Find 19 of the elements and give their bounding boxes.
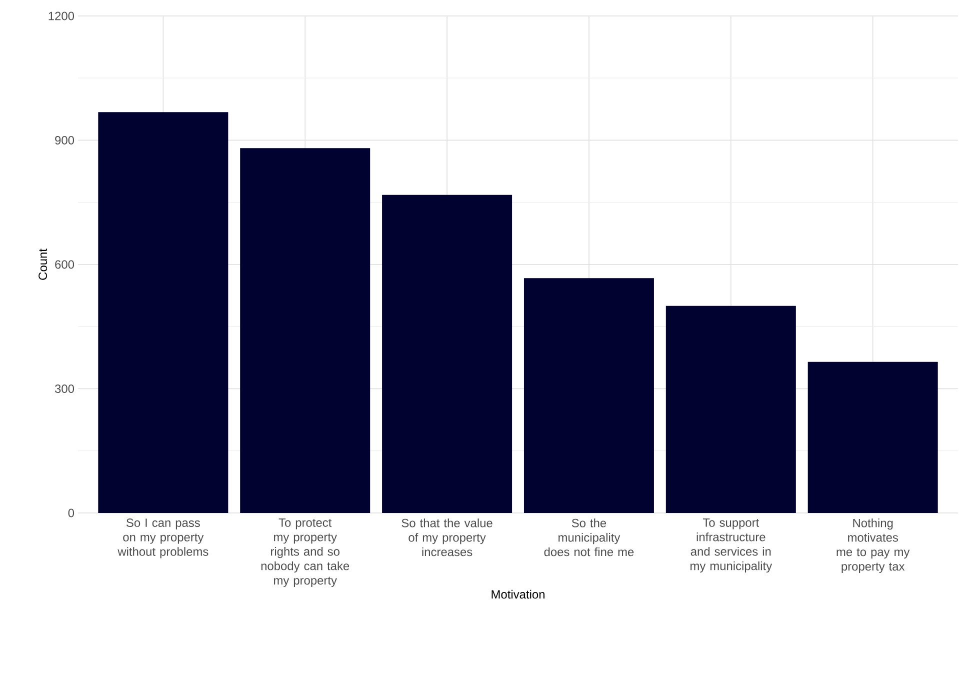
y-tick-label: 300 [54,384,74,393]
x-tick-label: So I can pass on my property without problems [118,518,208,558]
x-tick-label: To support infrastructure and services in my municipality [690,518,772,573]
bar [240,148,370,513]
y-tick-label: 1200 [48,12,74,20]
y-tick-label: 600 [55,260,74,269]
x-tick-label: To protect my property rights and so nobody can take my property [261,518,350,587]
y-axis-title: Count [38,248,48,280]
bar [666,306,796,513]
bar [98,112,228,513]
y-tick-label: 0 [68,508,74,518]
bar [382,194,512,513]
y-tick-label: 900 [55,136,74,144]
bar [808,362,938,513]
x-axis-title: Motivation [492,590,544,599]
bar [524,278,654,513]
x-tick-label: So the municipality does not fine me [544,518,634,556]
x-tick-label: So that the value of my property increases [402,518,492,556]
x-tick-label: Nothing motivates me to pay my property tax [836,518,910,573]
